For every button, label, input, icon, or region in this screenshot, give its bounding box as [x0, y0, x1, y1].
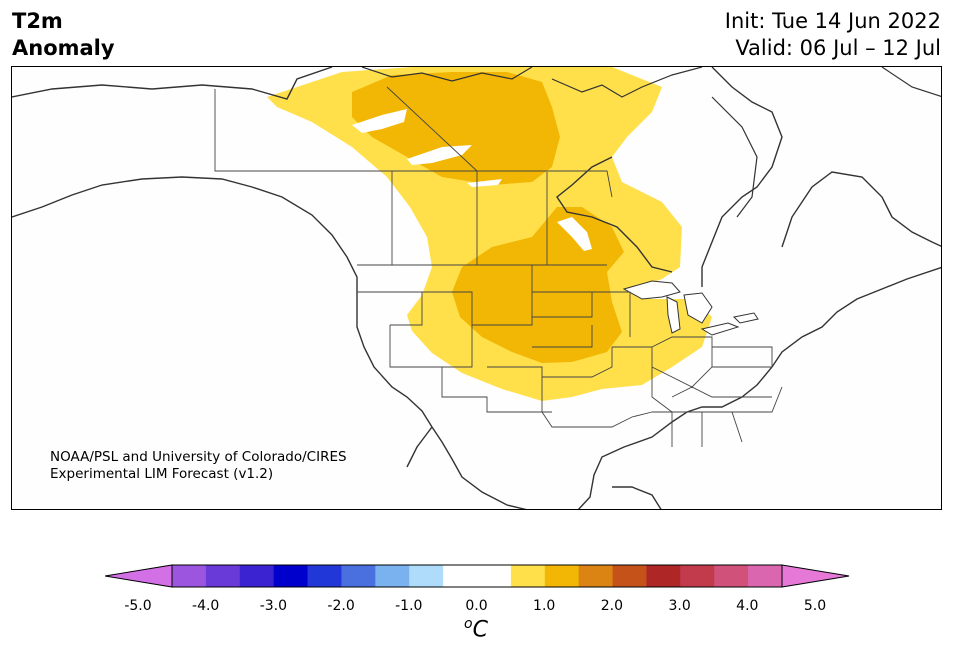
colorbar-unit: oC [464, 616, 488, 642]
colorbar-tick-label: 4.0 [736, 598, 759, 614]
anomaly-map [12, 67, 941, 509]
colorbar-tick-label: -1.0 [395, 598, 423, 614]
credit-line-1: NOAA/PSL and University of Colorado/CIRE… [50, 449, 347, 465]
colorbar-segment [714, 565, 749, 587]
colorbar-segment [680, 565, 715, 587]
init-date: Init: Tue 14 Jun 2022 [724, 9, 941, 33]
political-boundaries [214, 86, 783, 447]
colorbar-segment [510, 565, 546, 587]
credit-line-2: Experimental LIM Forecast (v1.2) [50, 466, 274, 482]
colorbar-segment [205, 565, 241, 587]
unit-degree: o [464, 616, 473, 632]
unit-celsius: C [472, 617, 488, 643]
lake-great-bear [352, 109, 407, 133]
arctic-islands [361, 67, 941, 218]
lake-winnipeg [557, 217, 592, 251]
colorbar-segment [612, 565, 647, 587]
great-lakes [622, 280, 759, 336]
colorbar-tick-label: -4.0 [192, 598, 220, 614]
colorbar-segment [646, 565, 681, 587]
colorbar-tick-label: 1.0 [533, 598, 556, 614]
colorbar-tick-label: -3.0 [259, 598, 288, 614]
colorbar-segment [544, 565, 580, 587]
colorbar-segment [578, 565, 614, 587]
colorbar-tick-label: 5.0 [803, 598, 827, 614]
colorbar-segment [273, 565, 309, 587]
map-panel: NOAA/PSL and University of Colorado/CIRE… [11, 66, 942, 510]
colorbar-tick-label: 2.0 [600, 598, 624, 614]
colorbar-tick-label: 0.0 [465, 598, 488, 614]
colorbar-segment [239, 565, 275, 587]
colorbar-segment [307, 565, 342, 587]
colorbar-segment [409, 565, 444, 587]
lake-athabasca [467, 179, 502, 187]
colorbar-tick-label: -5.0 [124, 598, 152, 614]
variable-label: T2m [12, 9, 63, 33]
colorbar-segment [443, 565, 478, 587]
colorbar-segment [172, 565, 207, 587]
credit-text: NOAA/PSL and University of Colorado/CIRE… [50, 449, 347, 483]
colorbar-tick-label: 3.0 [668, 598, 691, 614]
lake-great-slave [407, 145, 472, 165]
colorbar-segment [477, 565, 512, 587]
colorbar-tick-label: -2.0 [327, 598, 355, 614]
anomaly-label: Anomaly [12, 36, 115, 60]
colorbar-segment [341, 565, 376, 587]
forecast-dates: Init: Tue 14 Jun 2022 Valid: 06 Jul – 12… [725, 8, 941, 62]
colorbar-segment [748, 565, 783, 587]
colorbar-extend-high [781, 564, 850, 588]
colorbar-border [171, 564, 783, 588]
valid-range: Valid: 06 Jul – 12 Jul [735, 36, 941, 60]
colorbar-segments [172, 565, 783, 587]
colorbar-segment [375, 565, 410, 587]
map-title: T2m Anomaly [12, 8, 115, 62]
anomaly-contour-medium-north [352, 72, 560, 185]
colorbar-extend-low [105, 564, 173, 588]
colorbar [105, 564, 850, 588]
